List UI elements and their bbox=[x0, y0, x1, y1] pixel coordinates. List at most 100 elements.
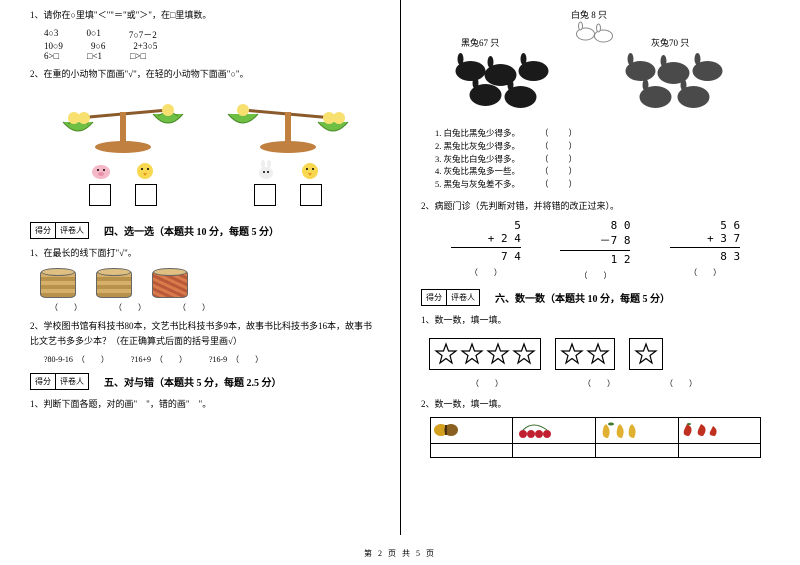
mc-b: + 3 7 bbox=[670, 232, 740, 245]
score-box: 得分 评卷人 bbox=[421, 289, 480, 306]
balance-area bbox=[30, 88, 380, 214]
cylinder-icon bbox=[152, 270, 188, 298]
star-icon bbox=[512, 342, 536, 366]
star-icon bbox=[586, 342, 610, 366]
q1-row3: 6>□ □<1 □>□ bbox=[30, 51, 380, 61]
count-cell[interactable] bbox=[595, 443, 678, 457]
star-icon bbox=[434, 342, 458, 366]
butterfly-icon bbox=[431, 420, 461, 440]
paren[interactable]: （ ） bbox=[540, 153, 578, 166]
fruit-table bbox=[430, 417, 762, 458]
black-rabbit-label: 黑兔67 只 bbox=[461, 36, 499, 49]
rabbit-statements: 1. 白兔比黑兔少得多。 （ ） 2. 黑兔比灰兔少得多。 （ ） 3. 灰兔比白兔… bbox=[421, 127, 770, 191]
sec6-q2: 2、数一数，填一填。 bbox=[421, 397, 770, 411]
mc-a: 8 0 bbox=[560, 219, 630, 232]
star-group bbox=[629, 338, 663, 370]
answer-box[interactable] bbox=[300, 184, 322, 206]
q1-r1c3: 7○7－2 bbox=[129, 28, 157, 41]
paren[interactable]: （ ） bbox=[560, 270, 630, 281]
q1-r1c1: 4○3 bbox=[44, 28, 58, 41]
answer-box[interactable] bbox=[254, 184, 276, 206]
sec4-q2-opts: ?80-9-16 （ ） ?16+9 （ ） ?16-9 （ ） bbox=[30, 354, 380, 365]
mc-a: 5 6 bbox=[670, 219, 740, 232]
q1-r1c2: 0○1 bbox=[86, 28, 100, 41]
count-cell[interactable] bbox=[513, 443, 596, 457]
paren[interactable]: （ ） bbox=[540, 140, 578, 153]
paren[interactable]: （ ） bbox=[178, 302, 210, 313]
sec4-q1-parens: （ ） （ ） （ ） bbox=[30, 302, 380, 313]
star-group bbox=[429, 338, 541, 370]
q1-r3c3: □>□ bbox=[130, 51, 146, 61]
fruit-cell bbox=[430, 417, 513, 443]
count-cell[interactable] bbox=[678, 443, 761, 457]
q1-text: 1、请你在○里填"＜""＝"或"＞"，在□里填数。 bbox=[30, 8, 380, 22]
balance-left bbox=[48, 92, 198, 206]
pears-icon bbox=[596, 420, 636, 440]
star-icon bbox=[634, 342, 658, 366]
paren[interactable]: （ ） bbox=[451, 267, 521, 278]
gray-rabbit-label: 灰兔70 只 bbox=[651, 36, 689, 49]
pig-icon bbox=[90, 160, 112, 180]
q1-r3c2: □<1 bbox=[87, 51, 102, 61]
math-problems: 5 + 2 4 7 4 （ ） 8 0 －7 8 1 2 （ ） 5 6 + 3… bbox=[421, 219, 770, 281]
stmt: 3. 灰兔比白兔少得多。 bbox=[435, 153, 520, 166]
sec5-q1: 1、判断下面各题，对的画" "，错的画" "。 bbox=[30, 397, 380, 411]
star-icon bbox=[486, 342, 510, 366]
cylinder-icon bbox=[40, 270, 76, 298]
q1-row2: 10○9 9○6 2+3○5 bbox=[30, 41, 380, 51]
star-icon bbox=[560, 342, 584, 366]
score-box: 得分 评卷人 bbox=[30, 222, 89, 239]
opt[interactable]: ?16-9 （ ） bbox=[209, 354, 263, 365]
mc-r: 7 4 bbox=[451, 247, 521, 263]
score-label: 得分 bbox=[422, 290, 447, 305]
stars-row bbox=[421, 334, 770, 374]
sec4-q1: 1、在最长的线下面打"√"。 bbox=[30, 246, 380, 260]
star-parens: （ ） （ ） （ ） bbox=[421, 378, 770, 389]
fruit-cell bbox=[513, 417, 596, 443]
paren[interactable]: （ ） bbox=[114, 302, 146, 313]
cylinders bbox=[30, 266, 380, 302]
grader-label: 评卷人 bbox=[447, 290, 479, 305]
q1-r3c1: 6>□ bbox=[44, 51, 59, 61]
fruit-cell bbox=[678, 417, 761, 443]
q1-row1: 4○3 0○1 7○7－2 bbox=[30, 28, 380, 41]
rabbit-icon bbox=[255, 160, 277, 180]
star-group bbox=[555, 338, 615, 370]
cherries-icon bbox=[513, 420, 553, 440]
score-label: 得分 bbox=[31, 374, 56, 389]
paren[interactable]: （ ） bbox=[50, 302, 82, 313]
opt[interactable]: ?80-9-16 （ ） bbox=[44, 354, 109, 365]
chick-icon bbox=[299, 160, 321, 180]
mc-r: 8 3 bbox=[670, 247, 740, 263]
sec6-q1: 1、数一数，填一填。 bbox=[421, 313, 770, 327]
paren[interactable]: （ ） bbox=[670, 267, 740, 278]
rabbits-figure: 白兔 8 只 黑兔67 只 灰兔70 只 bbox=[421, 8, 770, 123]
paren[interactable]: （ ） bbox=[665, 378, 697, 389]
q1-r2c2: 9○6 bbox=[91, 41, 105, 51]
paren[interactable]: （ ） bbox=[540, 165, 578, 178]
page-footer: 第 2 页 共 5 页 bbox=[0, 548, 800, 559]
balance-right bbox=[213, 92, 363, 206]
score-label: 得分 bbox=[31, 223, 56, 238]
answer-box[interactable] bbox=[89, 184, 111, 206]
chick-icon bbox=[134, 160, 156, 180]
stmt: 4. 灰兔比黑兔多一些。 bbox=[435, 165, 520, 178]
right-q2: 2、病题门诊（先判断对错，并将错的改正过来）。 bbox=[421, 199, 770, 213]
opt[interactable]: ?16+9 （ ） bbox=[131, 354, 187, 365]
paren[interactable]: （ ） bbox=[471, 378, 503, 389]
paren[interactable]: （ ） bbox=[540, 178, 578, 191]
q1-r2c3: 2+3○5 bbox=[133, 41, 157, 51]
score-box: 得分 评卷人 bbox=[30, 373, 89, 390]
stmt: 2. 黑兔比灰兔少得多。 bbox=[435, 140, 520, 153]
q2-text: 2、在重的小动物下面画"√"，在轻的小动物下面画"○"。 bbox=[30, 67, 380, 81]
right-column: 白兔 8 只 黑兔67 只 灰兔70 只 bbox=[400, 0, 800, 535]
mc-r: 1 2 bbox=[560, 250, 630, 266]
count-cell[interactable] bbox=[430, 443, 513, 457]
grader-label: 评卷人 bbox=[56, 374, 88, 389]
paren[interactable]: （ ） bbox=[540, 127, 578, 140]
stmt: 1. 白兔比黑兔少得多。 bbox=[435, 127, 520, 140]
paren[interactable]: （ ） bbox=[583, 378, 615, 389]
grader-label: 评卷人 bbox=[56, 223, 88, 238]
star-icon bbox=[460, 342, 484, 366]
answer-box[interactable] bbox=[135, 184, 157, 206]
